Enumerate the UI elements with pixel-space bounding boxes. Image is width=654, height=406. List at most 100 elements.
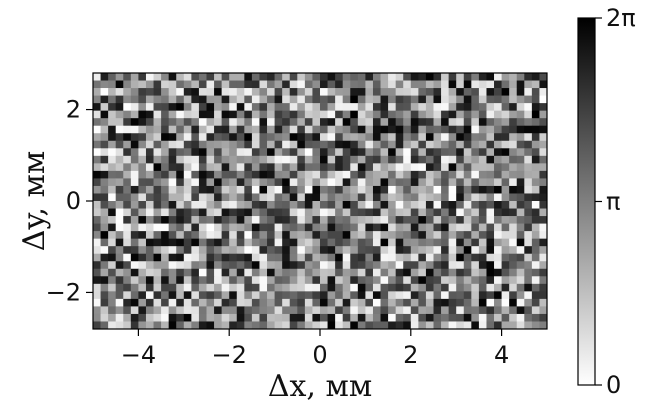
heatmap-cell bbox=[357, 253, 366, 262]
heatmap-cell bbox=[251, 155, 260, 164]
heatmap-cell bbox=[524, 306, 533, 315]
heatmap-cell bbox=[93, 261, 101, 270]
heatmap-cell bbox=[539, 313, 548, 322]
heatmap-cell bbox=[145, 155, 154, 164]
heatmap-cell bbox=[183, 88, 192, 96]
heatmap-cell bbox=[304, 155, 313, 164]
heatmap-cell bbox=[425, 185, 434, 194]
heatmap-cell bbox=[471, 155, 480, 164]
heatmap-cell bbox=[463, 140, 472, 149]
heatmap-cell bbox=[486, 313, 495, 322]
heatmap-cell bbox=[93, 208, 101, 217]
heatmap-cell bbox=[433, 238, 442, 247]
heatmap-cell bbox=[221, 73, 230, 81]
heatmap-cell bbox=[176, 118, 185, 127]
heatmap-cell bbox=[168, 73, 177, 81]
heatmap-cell bbox=[236, 103, 245, 111]
heatmap-cell bbox=[138, 185, 147, 194]
heatmap-cell bbox=[161, 201, 170, 209]
heatmap-cell bbox=[183, 298, 192, 307]
heatmap-cell bbox=[236, 118, 245, 127]
heatmap-cell bbox=[289, 133, 298, 142]
heatmap-cell bbox=[183, 185, 192, 194]
heatmap-cell bbox=[297, 118, 306, 127]
heatmap-cell bbox=[274, 170, 283, 179]
heatmap-cell bbox=[441, 261, 449, 270]
heatmap-cell bbox=[463, 193, 472, 202]
heatmap-cell bbox=[335, 261, 344, 270]
heatmap-cell bbox=[403, 178, 412, 187]
heatmap-cell bbox=[123, 216, 132, 224]
heatmap-cell bbox=[471, 201, 480, 209]
heatmap-cell bbox=[365, 238, 374, 247]
heatmap-cell bbox=[425, 223, 434, 232]
heatmap-cell bbox=[282, 201, 291, 209]
heatmap-cell bbox=[198, 170, 207, 179]
heatmap-cell bbox=[145, 133, 154, 142]
heatmap-cell bbox=[531, 155, 540, 164]
heatmap-cell bbox=[100, 170, 109, 179]
heatmap-cell bbox=[221, 291, 230, 300]
heatmap-cell bbox=[297, 103, 306, 111]
heatmap-cell bbox=[304, 140, 313, 149]
heatmap-cell bbox=[274, 261, 283, 270]
heatmap-cell bbox=[214, 246, 222, 255]
heatmap-cell bbox=[403, 133, 412, 142]
heatmap-cell bbox=[365, 306, 374, 315]
heatmap-cell bbox=[168, 170, 177, 179]
heatmap-cell bbox=[342, 148, 351, 157]
heatmap-cell bbox=[138, 133, 147, 142]
heatmap-cell bbox=[335, 268, 344, 277]
heatmap-cell bbox=[418, 125, 427, 134]
heatmap-cell bbox=[380, 110, 389, 119]
heatmap-cell bbox=[168, 201, 177, 209]
heatmap-cell bbox=[304, 321, 313, 330]
heatmap-cell bbox=[335, 103, 344, 111]
heatmap-cell bbox=[145, 268, 154, 277]
heatmap-cell bbox=[244, 110, 253, 119]
heatmap-cell bbox=[297, 133, 306, 142]
heatmap-cell bbox=[229, 276, 238, 285]
heatmap-cell bbox=[441, 298, 449, 307]
heatmap-cell bbox=[539, 246, 548, 255]
heatmap-cell bbox=[335, 321, 344, 330]
heatmap-cell bbox=[282, 246, 291, 255]
heatmap-cell bbox=[494, 148, 502, 157]
heatmap-cell bbox=[380, 298, 389, 307]
heatmap-cell bbox=[93, 313, 101, 322]
heatmap-cell bbox=[501, 110, 510, 119]
heatmap-cell bbox=[304, 133, 313, 142]
heatmap-cell bbox=[191, 321, 200, 330]
heatmap-cell bbox=[441, 306, 449, 315]
heatmap-cell bbox=[251, 148, 260, 157]
heatmap-cell bbox=[297, 95, 306, 104]
heatmap-cell bbox=[312, 253, 321, 262]
heatmap-cell bbox=[282, 193, 291, 202]
heatmap-cell bbox=[471, 178, 480, 187]
heatmap-cell bbox=[191, 283, 200, 292]
heatmap-cell bbox=[403, 125, 412, 134]
heatmap-cell bbox=[274, 231, 283, 239]
heatmap-cell bbox=[297, 261, 306, 270]
heatmap-cell bbox=[214, 170, 222, 179]
heatmap-cell bbox=[297, 313, 306, 322]
heatmap-cell bbox=[251, 140, 260, 149]
heatmap-cell bbox=[221, 133, 230, 142]
heatmap-cell bbox=[304, 201, 313, 209]
heatmap-cell bbox=[524, 268, 533, 277]
heatmap-cell bbox=[108, 276, 117, 285]
heatmap-cell bbox=[198, 155, 207, 164]
heatmap-cell bbox=[236, 125, 245, 134]
heatmap-cell bbox=[297, 110, 306, 119]
heatmap-cell bbox=[524, 276, 533, 285]
heatmap-cell bbox=[206, 163, 215, 172]
heatmap-cell bbox=[441, 268, 449, 277]
heatmap-cell bbox=[410, 306, 419, 315]
heatmap-cell bbox=[471, 253, 480, 262]
heatmap-cell bbox=[433, 298, 442, 307]
heatmap-cell bbox=[357, 306, 366, 315]
heatmap-cell bbox=[168, 276, 177, 285]
heatmap-cell bbox=[123, 155, 132, 164]
heatmap-cell bbox=[463, 80, 472, 89]
heatmap-cell bbox=[441, 201, 449, 209]
